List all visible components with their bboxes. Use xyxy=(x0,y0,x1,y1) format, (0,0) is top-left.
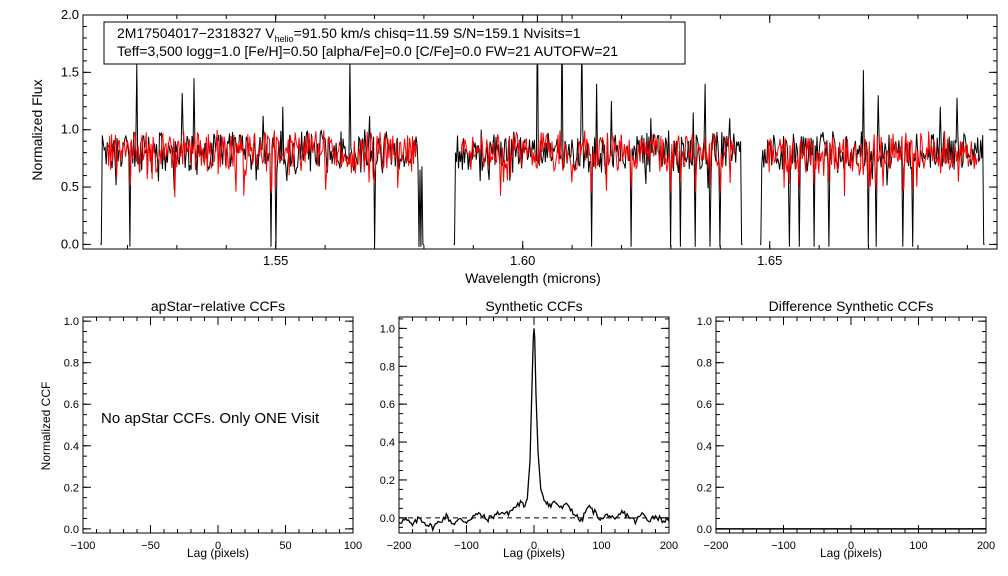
ccf1-ytick-label: 0.0 xyxy=(64,524,79,536)
spectrum-data xyxy=(100,14,985,247)
ccf2-ytick-label: 0.6 xyxy=(380,399,395,411)
ccf2-ytick-label: 1.0 xyxy=(380,323,395,335)
ccf2-xtick-label: −100 xyxy=(454,540,479,552)
ccf1-xtick-label: 100 xyxy=(344,540,362,552)
spectrum-ytick-label: 0.0 xyxy=(61,236,79,251)
synthetic-fit-line xyxy=(460,130,736,196)
ccf1-ytick-label: 1.0 xyxy=(64,316,79,328)
spectrum-info-box xyxy=(103,21,686,65)
spectrum-axes-frame xyxy=(82,14,998,250)
ccf1-xtick-label: −100 xyxy=(71,540,96,552)
ccf3-ytick-label: 0.4 xyxy=(697,441,712,453)
spectrum-ytick-label: 1.5 xyxy=(61,64,79,79)
ccf2-panel: Synthetic CCFs −200 −100 0 100 200 0.0 0.2 0.4 0… xyxy=(380,298,678,560)
ccf1-title: apStar−relative CCFs xyxy=(151,298,285,314)
ccf3-ytick-label: 1.0 xyxy=(697,316,712,328)
ccf3-xtick-label: −100 xyxy=(771,540,796,552)
spectrum-xtick-label: 1.60 xyxy=(510,253,535,268)
ccf2-x-label: Lag (pixels) xyxy=(503,546,565,560)
ccf2-axes-frame xyxy=(398,316,670,534)
ccf1-message: No apStar CCFs. Only ONE Visit xyxy=(101,410,320,427)
ccf2-xtick-label: 100 xyxy=(592,540,610,552)
ccf2-xtick-label: 200 xyxy=(660,540,678,552)
spectrum-ytick-label: 0.5 xyxy=(61,179,79,194)
ccf3-title: Difference Synthetic CCFs xyxy=(769,298,934,314)
ccf2-title: Synthetic CCFs xyxy=(485,298,582,314)
info-line1-suffix: =91.50 km/s chisq=11.59 S/N=159.1 Nvisit… xyxy=(294,25,581,41)
ccf3-ticks: −200 −100 0 100 200 0.0 0.2 0.4 0.6 0.8 1.0 xyxy=(697,316,995,552)
ccf1-ytick-label: 0.8 xyxy=(64,358,79,370)
spectrum-xtick-label: 1.55 xyxy=(263,253,288,268)
ccf1-xtick-label: 0 xyxy=(215,540,221,552)
synthetic-fit-line xyxy=(766,131,978,197)
ccf2-xtick-label: −200 xyxy=(387,540,412,552)
ccf1-xtick-label: −50 xyxy=(141,540,160,552)
ccf3-ytick-label: 0.8 xyxy=(697,358,712,370)
info-line1-sub: helio xyxy=(275,34,294,44)
ccf2-ytick-label: 0.4 xyxy=(380,437,395,449)
ccf2-xtick-label: 0 xyxy=(531,540,537,552)
observed-spectrum-line xyxy=(100,60,424,247)
spectrum-panel: 1.55 1.60 1.65 0.0 0.5 1.0 1.5 2.0 2M17504017−2… xyxy=(29,7,998,286)
ccf3-ytick-label: 0.0 xyxy=(697,524,712,536)
ccf2-ytick-label: 0.8 xyxy=(380,361,395,373)
ccf1-ytick-label: 0.6 xyxy=(64,399,79,411)
ccf3-xtick-label: 200 xyxy=(977,540,995,552)
spectrum-ticks: 1.55 1.60 1.65 0.0 0.5 1.0 1.5 2.0 xyxy=(61,7,997,268)
spectrum-y-label: Normalized Flux xyxy=(29,79,45,180)
spectrum-info-line1: 2M17504017−2318327 Vhelio=91.50 km/s chi… xyxy=(117,25,581,44)
ccf1-panel: apStar−relative CCFs −100 −50 0 50 100 0.0 0.2… xyxy=(39,298,362,560)
ccf3-xtick-label: −200 xyxy=(704,540,729,552)
ccf1-y-label: Normalized CCF xyxy=(39,382,53,471)
ccf1-x-label: Lag (pixels) xyxy=(187,546,249,560)
spectrum-xtick-label: 1.65 xyxy=(757,253,782,268)
ccf3-x-label: Lag (pixels) xyxy=(820,546,882,560)
spectrum-ytick-label: 2.0 xyxy=(61,7,79,22)
ccf3-xtick-label: 0 xyxy=(848,540,854,552)
ccf3-ytick-label: 0.2 xyxy=(697,482,712,494)
ccf2-data xyxy=(398,328,670,533)
ccf2-ytick-label: 0.2 xyxy=(380,475,395,487)
ccf3-ytick-label: 0.6 xyxy=(697,399,712,411)
ccf1-ytick-label: 0.4 xyxy=(64,441,79,453)
synthetic-fit-line xyxy=(107,129,417,198)
ccf3-axes-frame xyxy=(715,316,987,534)
ccf2-synthetic-ccf-line xyxy=(398,328,670,533)
ccf3-xtick-label: 100 xyxy=(909,540,927,552)
info-line1-prefix: 2M17504017−2318327 V xyxy=(117,25,275,41)
ccf2-ticks: −200 −100 0 100 200 0.0 0.2 0.4 0.6 0.8 1.0 xyxy=(380,317,678,552)
spectrum-ytick-label: 1.0 xyxy=(61,122,79,137)
ccf3-panel: Difference Synthetic CCFs −200 −100 0 100 20… xyxy=(697,298,995,560)
spectrum-info-line2: Teff=3,500 logg=1.0 [Fe/H]=0.50 [alpha/F… xyxy=(117,43,618,59)
ccf1-ytick-label: 0.2 xyxy=(64,482,79,494)
ccf1-ticks: −100 −50 0 50 100 0.0 0.2 0.4 0.6 0.8 1.0 xyxy=(64,316,362,552)
ccf2-ytick-label: 0.0 xyxy=(380,513,395,525)
spectrum-x-label: Wavelength (microns) xyxy=(465,270,601,286)
ccf1-xtick-label: 50 xyxy=(279,540,291,552)
